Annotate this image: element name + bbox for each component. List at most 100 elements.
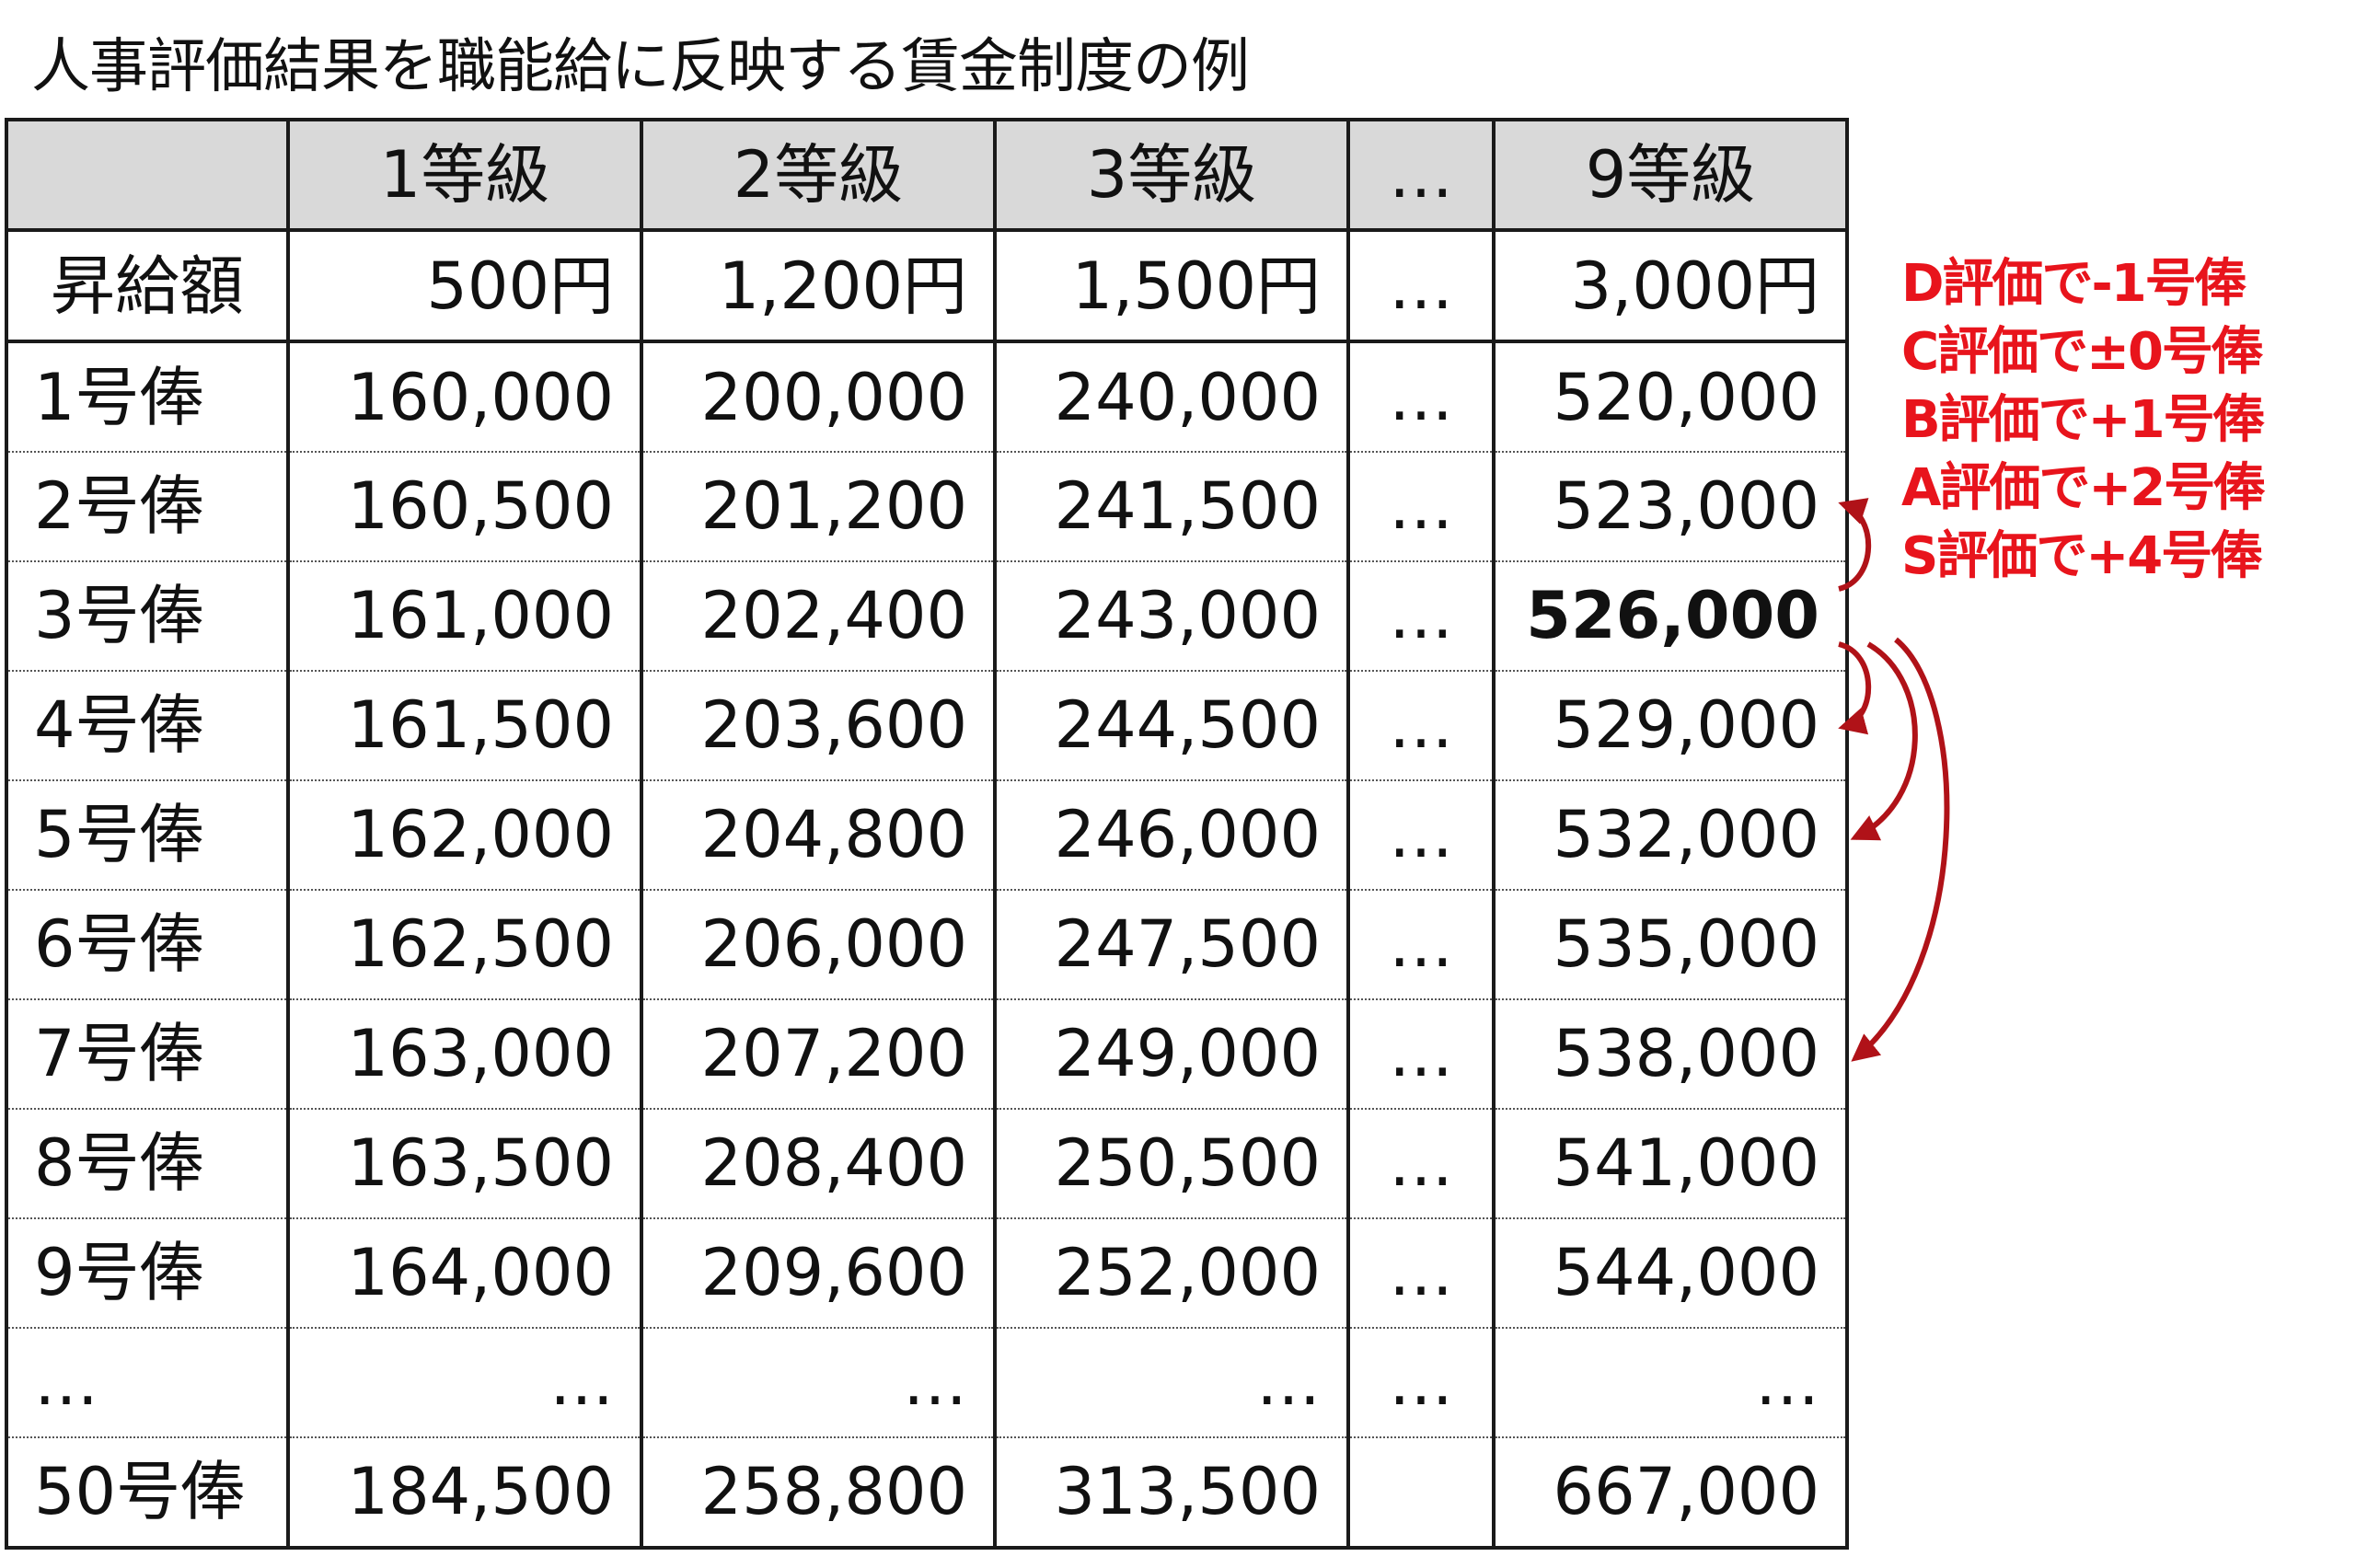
raise-cell: 1,500円	[993, 230, 1350, 343]
table-cell: 246,000	[993, 779, 1350, 891]
table-cell: 160,500	[286, 452, 643, 562]
table-row: 8号俸 163,500 208,400 250,500… 541,000	[5, 1108, 1849, 1219]
step-label: 1号俸	[5, 341, 290, 453]
table-cell: 161,000	[286, 560, 643, 672]
table-cell: 247,500	[993, 889, 1350, 1000]
table-cell: 206,000	[640, 889, 997, 1000]
table-cell: 201,200	[640, 452, 997, 562]
header-corner	[5, 120, 290, 232]
raise-cell: …	[1346, 230, 1496, 343]
table-cell: 526,000	[1492, 560, 1849, 672]
table-cell: …	[1346, 1327, 1496, 1438]
table-cell: …	[1492, 1327, 1849, 1438]
table-cell: 520,000	[1492, 341, 1849, 453]
arrow-a-plus2-icon	[1850, 641, 1918, 841]
header-grade-2: 2等級	[640, 120, 997, 232]
table-cell: 207,200	[640, 998, 997, 1110]
header-ellipsis: …	[1346, 120, 1496, 232]
table-row: 9号俸 164,000 209,600 252,000… 544,000	[5, 1217, 1849, 1329]
table-cell: …	[1346, 1108, 1496, 1219]
step-label: …	[5, 1327, 290, 1438]
table-row: 1号俸 160,000 200,000 240,000… 520,000	[5, 341, 1849, 453]
table-row: 6号俸 162,500 206,000 247,500… 535,000	[5, 889, 1849, 1000]
table-cell: 249,000	[993, 998, 1350, 1110]
table-cell: 202,400	[640, 560, 997, 672]
legend-item-a: A評価で+2号俸	[1901, 458, 2265, 518]
table-cell: 162,000	[286, 779, 643, 891]
table-cell: 209,600	[640, 1217, 997, 1329]
legend-item-c: C評価で±0号俸	[1901, 322, 2263, 382]
table-cell: 529,000	[1492, 670, 1849, 781]
table-cell: …	[286, 1327, 643, 1438]
table-cell: 203,600	[640, 670, 997, 781]
table-row: 7号俸 163,000 207,200 249,000… 538,000	[5, 998, 1849, 1110]
table-cell: 541,000	[1492, 1108, 1849, 1219]
table-cell: 204,800	[640, 779, 997, 891]
table-cell: …	[993, 1327, 1350, 1438]
wage-table: 1等級 2等級 3等級 … 9等級 昇給額 500円 1,200円 1,500円…	[5, 118, 1849, 1550]
header-row: 1等級 2等級 3等級 … 9等級	[5, 120, 1849, 232]
table-row: 50号俸 184,500 258,800 313,500 667,000	[5, 1436, 1849, 1548]
legend-item-b: B評価で+1号俸	[1901, 390, 2265, 450]
header-grade-3: 3等級	[993, 120, 1350, 232]
table-cell: 208,400	[640, 1108, 997, 1219]
table-cell	[1346, 1436, 1496, 1548]
table-cell: 241,500	[993, 452, 1350, 562]
legend-item-d: D評価で-1号俸	[1901, 254, 2246, 314]
table-row: 5号俸 162,000 204,800 246,000… 532,000	[5, 779, 1849, 891]
step-label: 4号俸	[5, 670, 290, 781]
table-cell: …	[1346, 452, 1496, 562]
table-cell: …	[640, 1327, 997, 1438]
step-label: 8号俸	[5, 1108, 290, 1219]
table-cell: 667,000	[1492, 1436, 1849, 1548]
step-label: 6号俸	[5, 889, 290, 1000]
table-cell: 160,000	[286, 341, 643, 453]
table-row: 2号俸 160,500 201,200 241,500… 523,000	[5, 452, 1849, 562]
step-label: 9号俸	[5, 1217, 290, 1329]
table-cell: 538,000	[1492, 998, 1849, 1110]
arrow-b-plus1-icon	[1838, 641, 1872, 735]
table-cell: 243,000	[993, 560, 1350, 672]
table-cell: 535,000	[1492, 889, 1849, 1000]
table-cell: …	[1346, 779, 1496, 891]
table-cell: …	[1346, 1217, 1496, 1329]
table-cell: 244,500	[993, 670, 1350, 781]
table-cell: 164,000	[286, 1217, 643, 1329]
arrow-s-plus4-icon	[1851, 637, 1950, 1062]
arrow-d-up-icon	[1838, 498, 1872, 592]
step-label: 5号俸	[5, 779, 290, 891]
table-cell: 163,500	[286, 1108, 643, 1219]
table-cell: …	[1346, 670, 1496, 781]
header-grade-1: 1等級	[286, 120, 643, 232]
table-cell: 258,800	[640, 1436, 997, 1548]
table-cell: …	[1346, 889, 1496, 1000]
table-cell: 184,500	[286, 1436, 643, 1548]
table-cell: 532,000	[1492, 779, 1849, 891]
evaluation-legend: D評価で-1号俸 C評価で±0号俸 B評価で+1号俸 A評価で+2号俸 S評価で…	[1901, 250, 2265, 591]
table-cell: …	[1346, 341, 1496, 453]
page-title: 人事評価結果を職能給に反映する賃金制度の例	[31, 33, 1250, 101]
table-cell: 313,500	[993, 1436, 1350, 1548]
raise-cell: 500円	[286, 230, 643, 343]
table-cell: 163,000	[286, 998, 643, 1110]
raise-cell: 1,200円	[640, 230, 997, 343]
table-cell: 544,000	[1492, 1217, 1849, 1329]
table-cell: …	[1346, 998, 1496, 1110]
raise-cell: 3,000円	[1492, 230, 1849, 343]
table-cell: 523,000	[1492, 452, 1849, 562]
step-label: 3号俸	[5, 560, 290, 672]
table-cell: …	[1346, 560, 1496, 672]
step-label: 7号俸	[5, 998, 290, 1110]
table-row: 4号俸 161,500 203,600 244,500… 529,000	[5, 670, 1849, 781]
table-row: ………………	[5, 1327, 1849, 1438]
raise-row: 昇給額 500円 1,200円 1,500円 … 3,000円	[5, 230, 1849, 343]
legend-item-s: S評価で+4号俸	[1901, 526, 2262, 586]
table-cell: 162,500	[286, 889, 643, 1000]
header-grade-9: 9等級	[1492, 120, 1849, 232]
step-label: 2号俸	[5, 452, 290, 562]
table-cell: 252,000	[993, 1217, 1350, 1329]
table-cell: 200,000	[640, 341, 997, 453]
raise-label: 昇給額	[5, 230, 290, 343]
table-cell: 250,500	[993, 1108, 1350, 1219]
